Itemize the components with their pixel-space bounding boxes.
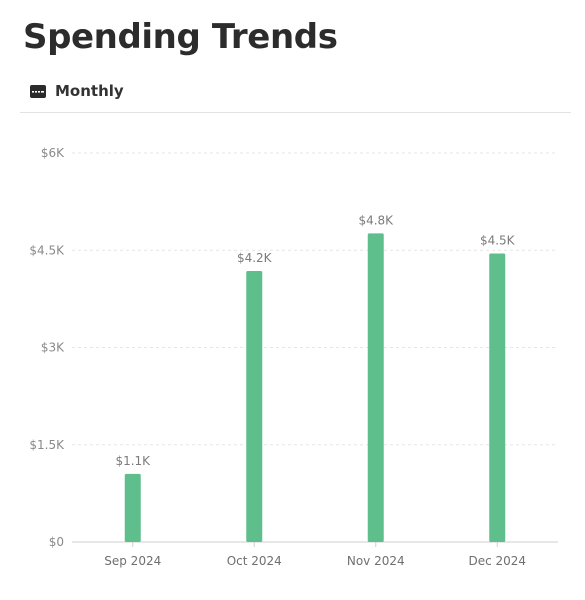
data-label: $1.1K [115, 454, 151, 468]
bar[interactable] [489, 253, 506, 542]
x-tick-label: Oct 2024 [227, 554, 282, 568]
tab-monthly-label: Monthly [55, 82, 124, 100]
data-label: $4.8K [358, 213, 394, 227]
bar[interactable] [124, 473, 141, 542]
y-tick-label: $6K [41, 146, 65, 160]
bar[interactable] [367, 233, 384, 543]
page-title: Spending Trends [23, 17, 338, 57]
credit-card-icon [30, 84, 46, 98]
x-tick-label: Sep 2024 [104, 554, 161, 568]
y-tick-label: $0 [49, 535, 64, 549]
data-label: $4.5K [480, 233, 516, 247]
data-label: $4.2K [237, 251, 273, 265]
y-tick-label: $1.5K [29, 438, 65, 452]
tab-monthly[interactable]: Monthly [30, 80, 124, 102]
x-tick-label: Nov 2024 [347, 554, 405, 568]
header-divider [20, 112, 571, 113]
y-tick-label: $3K [41, 341, 65, 355]
y-tick-label: $4.5K [29, 243, 65, 257]
bar[interactable] [246, 270, 263, 542]
x-tick-label: Dec 2024 [468, 554, 526, 568]
